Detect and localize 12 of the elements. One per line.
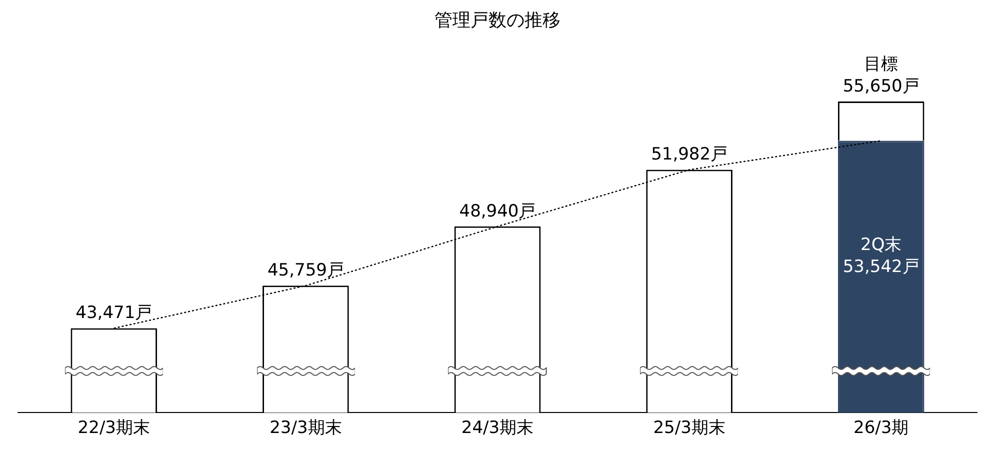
text: 管理戸数の推移 <box>434 9 562 33</box>
data-label: 48,940戸 <box>459 201 536 222</box>
x-tick-label: 26/3期 <box>854 418 909 438</box>
data-label: 目標 55,650戸 <box>842 54 920 96</box>
data-label: 45,759戸 <box>267 260 344 281</box>
x-tick-label: 24/3期末 <box>461 418 534 438</box>
data-label: 2Q末 53,542戸 <box>842 235 920 278</box>
data-label: 51,982戸 <box>651 144 728 165</box>
data-label: 43,471戸 <box>76 303 152 324</box>
x-tick-label: 22/3期末 <box>78 418 150 438</box>
x-tick-label: 25/3期末 <box>653 418 726 438</box>
x-tick-label: 23/3期末 <box>270 418 342 438</box>
